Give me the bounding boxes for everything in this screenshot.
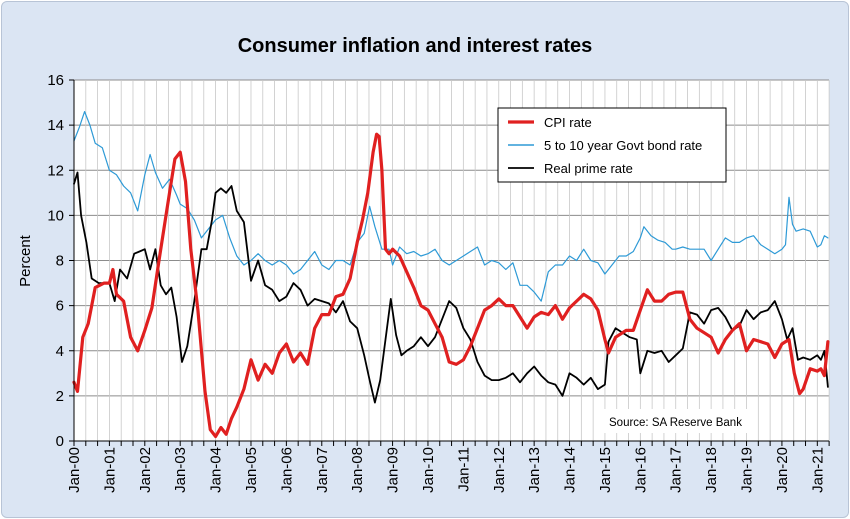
x-tick-label: Jan-14	[562, 447, 579, 493]
y-tick-label: 8	[56, 253, 64, 270]
x-tick-label: Jan-17	[668, 447, 685, 493]
series-line-0	[72, 132, 830, 439]
y-axis-label: Percent	[17, 234, 34, 287]
x-tick-label: Jan-09	[385, 447, 402, 493]
x-tick-label: Jan-12	[491, 447, 508, 493]
legend-entry: Real prime rate	[544, 161, 633, 176]
series-line-2	[73, 171, 829, 404]
x-tick-label: Jan-11	[455, 447, 472, 492]
series-group	[72, 111, 830, 439]
y-tick-label: 2	[56, 388, 64, 405]
legend: CPI rate 5 to 10 year Govt bond rate Real …	[497, 107, 727, 183]
source-note-box: Source: SA Reserve Bank	[602, 409, 756, 433]
x-tick-label: Jan-06	[278, 447, 295, 493]
source-note-background	[602, 409, 756, 433]
x-tick-label: Jan-13	[526, 447, 543, 493]
series-line-1	[73, 111, 829, 302]
legend-entry: CPI rate	[544, 115, 592, 130]
y-tick-label: 12	[47, 162, 64, 179]
y-tick-label: 10	[47, 207, 64, 224]
x-tick-label: Jan-05	[243, 447, 260, 493]
chart-title: Consumer inflation and interest rates	[238, 35, 593, 57]
y-tick-labels: 0 2 4 6 8 10 12 14 16	[47, 72, 64, 450]
legend-box	[497, 107, 727, 183]
axes	[69, 79, 830, 446]
y-tick-label: 4	[56, 343, 64, 360]
x-tick-label: Jan-21	[809, 447, 826, 493]
x-tick-label: Jan-01	[101, 447, 118, 493]
y-tick-label: 14	[47, 117, 64, 134]
x-tick-label: Jan-10	[420, 447, 437, 493]
x-tick-label: Jan-08	[349, 447, 366, 493]
source-note: Source: SA Reserve Bank	[609, 417, 742, 429]
x-tick-labels: Jan-00 Jan-01 Jan-02 Jan-03 Jan-04 Jan-05 Jan-…	[66, 447, 826, 493]
x-tick-label: Jan-02	[137, 447, 154, 493]
legend-entry: 5 to 10 year Govt bond rate	[544, 138, 702, 153]
y-tick-label: 6	[56, 298, 64, 315]
x-tick-label: Jan-03	[172, 447, 189, 493]
y-tick-label: 16	[47, 72, 64, 89]
x-tick-label: Jan-00	[66, 447, 83, 493]
y-tick-label: 0	[56, 433, 64, 450]
x-tick-label: Jan-18	[703, 447, 720, 493]
x-tick-label: Jan-04	[208, 447, 225, 493]
x-tick-label: Jan-16	[632, 447, 649, 493]
x-tick-label: Jan-20	[774, 447, 791, 493]
x-tick-label: Jan-07	[314, 447, 331, 493]
x-tick-label: Jan-15	[597, 447, 614, 493]
x-tick-label: Jan-19	[739, 447, 756, 493]
